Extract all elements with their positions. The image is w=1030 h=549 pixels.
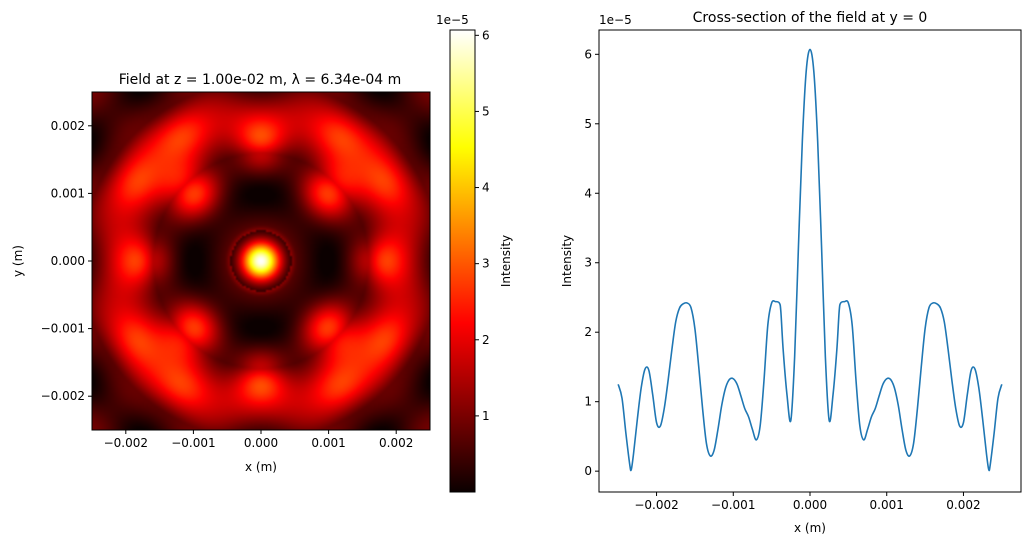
heatmap-y-tick-label: −0.001 [41,322,85,336]
line-x-tick-label: −0.001 [711,498,755,512]
colorbar-tick-label: 3 [482,257,490,271]
colorbar-multiplier: 1e−5 [436,13,469,27]
line-y-tick-label: 0 [584,464,592,478]
heatmap-image [92,92,430,430]
line-y-axis: 0 1 2 3 4 5 6 [584,47,599,478]
line-x-tick-label: −0.002 [634,498,678,512]
heatmap-y-tick-label: −0.002 [41,389,85,403]
heatmap-y-tick-label: 0.000 [51,254,85,268]
heatmap-x-tick-label: −0.002 [104,436,148,450]
heatmap-x-tick-label: −0.001 [171,436,215,450]
colorbar: 1 2 3 4 5 6 1e−5 Intensity [436,13,513,493]
line-y-tick-label: 5 [584,117,592,131]
line-x-tick-label: 0.002 [946,498,980,512]
heatmap-y-tick-label: 0.002 [51,119,85,133]
colorbar-gradient [450,30,475,492]
heatmap-x-tick-label: 0.000 [244,436,278,450]
colorbar-ticks: 1 2 3 4 5 6 [475,28,490,423]
heatmap-image-wrapper [92,92,430,430]
heatmap-xlabel: x (m) [245,460,277,474]
line-x-tick-label: 0.001 [870,498,904,512]
heatmap-ylabel: y (m) [11,245,25,277]
colorbar-tick-label: 4 [482,181,490,195]
line-x-tick-label: 0.000 [793,498,827,512]
line-y-tick-label: 1 [584,395,592,409]
colorbar-tick-label: 2 [482,333,490,347]
line-y-tick-label: 3 [584,256,592,270]
line-y-multiplier: 1e−5 [599,13,632,27]
colorbar-tick-label: 6 [482,28,490,42]
colorbar-label: Intensity [499,235,513,287]
intensity-series-line [617,48,1003,472]
heatmap-x-tick-label: 0.002 [379,436,413,450]
line-title: Cross-section of the field at y = 0 [693,10,928,26]
line-ylabel: Intensity [560,235,574,287]
heatmap-y-tick-label: 0.001 [51,186,85,200]
heatmap-x-tick-label: 0.001 [311,436,345,450]
line-y-tick-label: 6 [584,47,592,61]
heatmap-panel: Field at z = 1.00e-02 m, λ = 6.34e-04 m … [11,72,431,474]
heatmap-x-axis: −0.002 −0.001 0.000 0.001 0.002 [104,430,413,450]
colorbar-frame [449,29,476,493]
colorbar-tick-label: 1 [482,409,490,423]
heatmap-title: Field at z = 1.00e-02 m, λ = 6.34e-04 m [119,72,402,88]
line-frame [598,29,1022,493]
line-y-tick-label: 4 [584,186,592,200]
line-panel: Cross-section of the field at y = 0 −0.0… [560,10,1022,535]
line-x-axis: −0.002 −0.001 0.000 0.001 0.002 [634,492,981,512]
heatmap-y-axis: −0.002 −0.001 0.000 0.001 0.002 [41,119,92,403]
line-xlabel: x (m) [794,521,826,535]
line-y-tick-label: 2 [584,325,592,339]
colorbar-tick-label: 5 [482,104,490,118]
